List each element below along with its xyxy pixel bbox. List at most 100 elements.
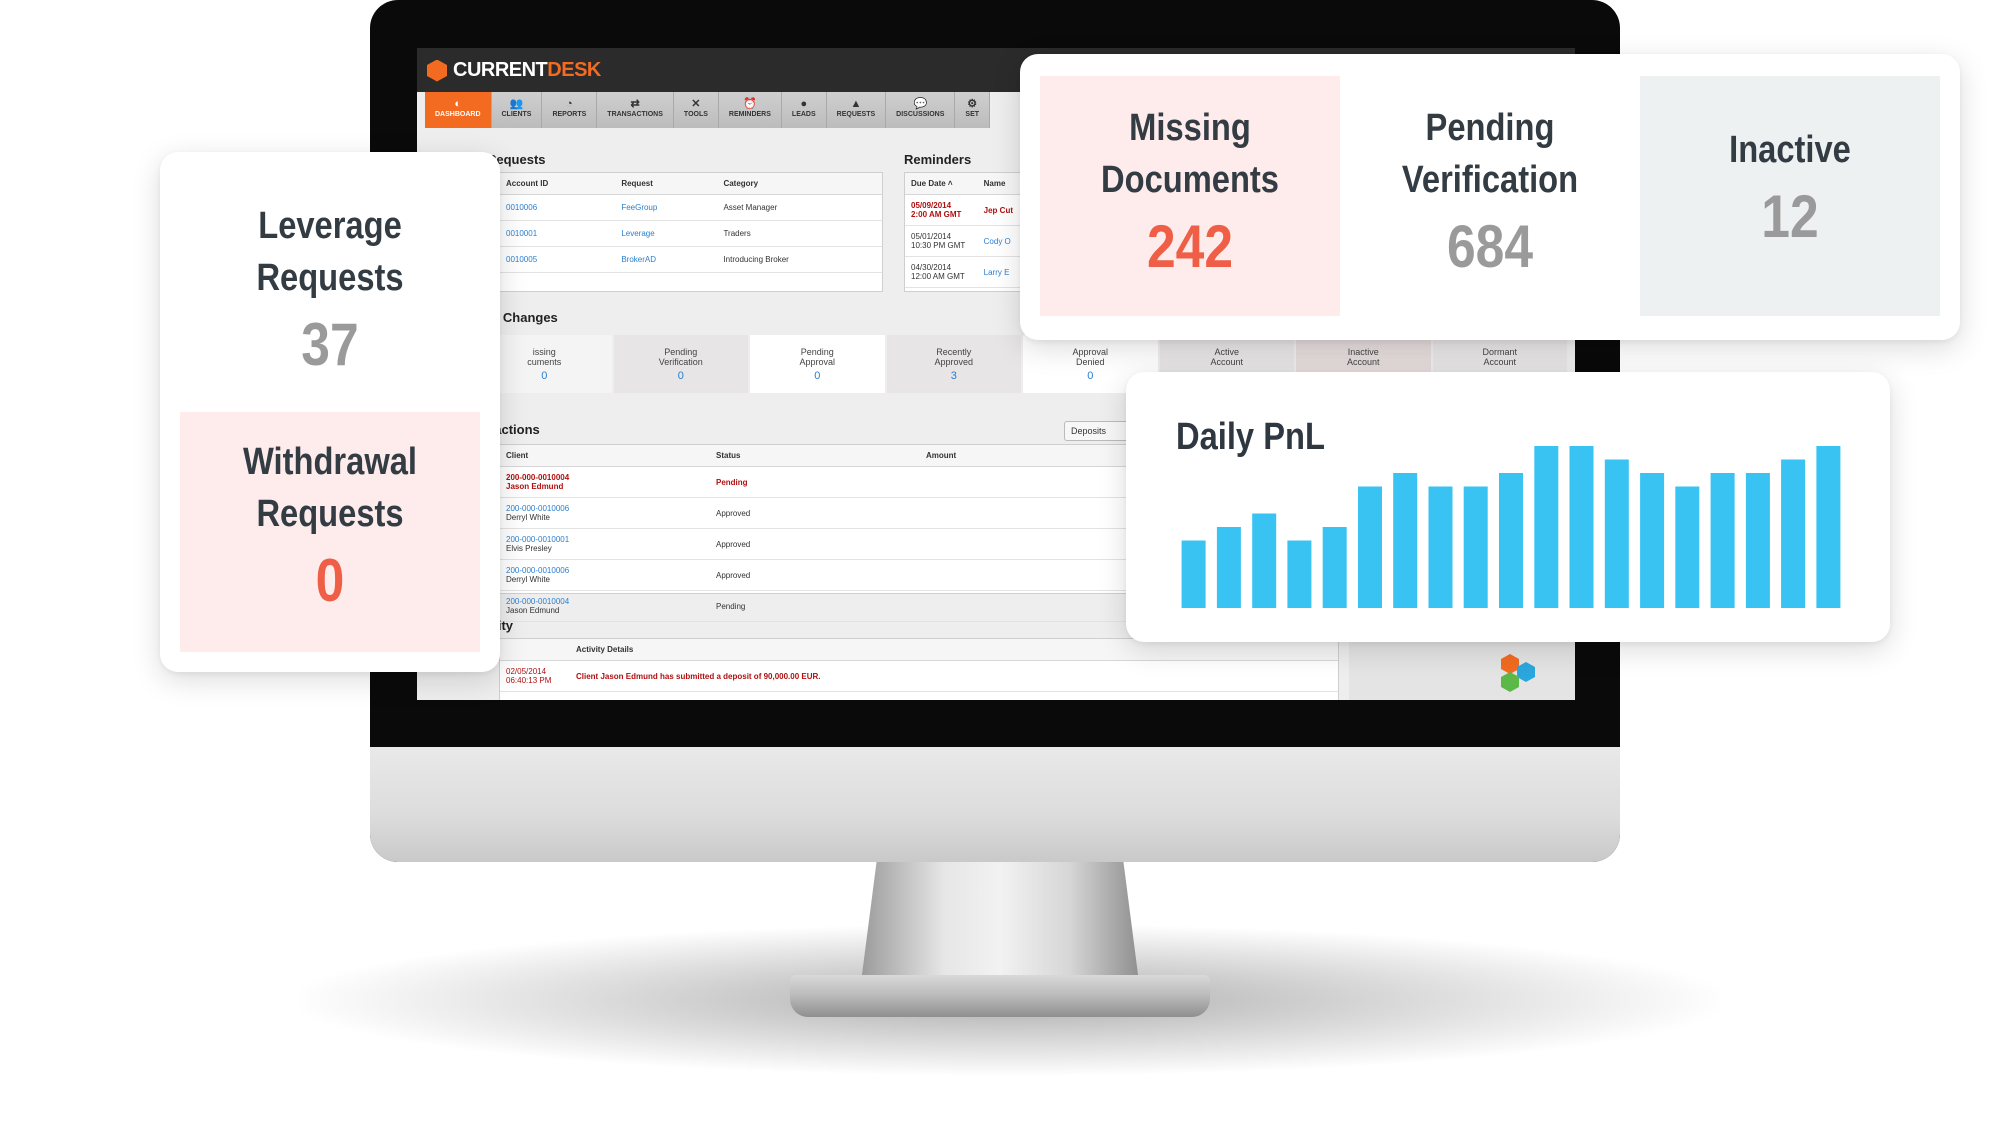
request-link[interactable]: FeeGroup bbox=[615, 194, 718, 221]
tx-col-client[interactable]: Client bbox=[500, 445, 710, 467]
nav-label: REQUESTS bbox=[836, 111, 876, 118]
nav-dashboard[interactable]: ◐ DASHBOARD bbox=[425, 92, 492, 128]
tx-client-cell: 200-000-0010006 Derryl White bbox=[500, 559, 710, 591]
nav-discussions[interactable]: 💬 DISCUSSIONS bbox=[886, 92, 956, 128]
reminder-row[interactable]: 05/01/2014 10:30 PM GMT Cody O bbox=[905, 225, 1023, 257]
transactions-icon: ⇄ bbox=[630, 98, 640, 110]
requests-col-category[interactable]: Category bbox=[717, 173, 882, 195]
status-label-1: Pending bbox=[800, 347, 834, 357]
tx-client-name: Derryl White bbox=[506, 575, 551, 584]
requests-row[interactable]: 0010001 Leverage Traders bbox=[500, 220, 882, 247]
status-cell-pending-verification[interactable]: Pending Verification 0 bbox=[613, 335, 750, 393]
pending-verification-block[interactable]: Pending Verification 684 bbox=[1340, 76, 1640, 316]
reminders-col-name[interactable]: Name bbox=[977, 173, 1023, 195]
decor-hex-blue-icon bbox=[1517, 662, 1535, 682]
tx-client-id-link[interactable]: 200-000-0010004 bbox=[506, 473, 570, 482]
status-count: 0 bbox=[1087, 370, 1094, 382]
status-cell-recently-approved[interactable]: Recently Approved 3 bbox=[886, 335, 1023, 393]
request-link[interactable]: BrokerAD bbox=[615, 246, 718, 273]
nav-label: TRANSACTIONS bbox=[607, 111, 663, 118]
tx-client-cell: 200-000-0010001 Elvis Presley bbox=[500, 528, 710, 560]
status-label-1: Active bbox=[1214, 347, 1239, 357]
transactions-table: Client Status Amount 200-000-0010004 Jaso… bbox=[499, 444, 1209, 622]
status-changes-title: nt Changes bbox=[487, 310, 558, 325]
nav-set[interactable]: ⚙ SET bbox=[955, 92, 991, 128]
status-label-2: Account bbox=[1483, 357, 1517, 367]
pnl-bar bbox=[1745, 473, 1770, 608]
status-label-1: Approval bbox=[1072, 347, 1109, 357]
category-cell: Asset Manager bbox=[717, 194, 882, 221]
activity-col-details[interactable]: Activity Details bbox=[570, 639, 1338, 661]
leverage-requests-block[interactable]: Leverage Requests 37 bbox=[180, 172, 480, 410]
reminder-name-link[interactable]: Larry E bbox=[977, 256, 1023, 288]
tx-client-id-link[interactable]: 200-000-0010004 bbox=[506, 597, 570, 606]
reminder-row[interactable]: 04/30/2014 12:00 AM GMT Larry E bbox=[905, 256, 1023, 288]
status-label-1: Inactive bbox=[1347, 347, 1379, 357]
status-label-2: Denied bbox=[1075, 357, 1105, 367]
requests-panel-title: Requests bbox=[487, 152, 546, 167]
pnl-bar bbox=[1322, 527, 1347, 608]
status-cell-pending-approval[interactable]: Pending Approval 0 bbox=[750, 335, 887, 393]
reminder-time: 2:00 AM GMT bbox=[911, 210, 962, 219]
activity-row[interactable]: 01/05/2014 bbox=[500, 691, 1338, 700]
pnl-bar bbox=[1463, 486, 1488, 608]
nav-tools[interactable]: ✕ TOOLS bbox=[674, 92, 719, 128]
nav-requests[interactable]: ▲ REQUESTS bbox=[827, 92, 887, 128]
monitor-stand-neck bbox=[860, 860, 1140, 990]
nav-leads[interactable]: ● LEADS bbox=[782, 92, 827, 128]
requests-row[interactable]: 0010005 BrokerAD Introducing Broker bbox=[500, 246, 882, 273]
reminder-due: 05/01/2014 10:30 PM GMT bbox=[905, 225, 978, 257]
activity-table: Activity Details 02/05/2014 06:40:13 PM Cl… bbox=[499, 638, 1339, 700]
nav-label: REPORTS bbox=[552, 111, 587, 118]
activity-time: 06:40:13 PM bbox=[506, 676, 552, 685]
logo-main-text: CURRENT bbox=[453, 59, 548, 81]
pnl-bar bbox=[1534, 446, 1559, 608]
account-id-link[interactable]: 0010006 bbox=[500, 194, 616, 221]
withdrawal-requests-block[interactable]: Withdrawal Requests 0 bbox=[180, 412, 480, 652]
pnl-bar bbox=[1604, 459, 1629, 608]
tx-client-cell: 200-000-0010004 Jason Edmund bbox=[500, 466, 710, 498]
tx-client-name: Derryl White bbox=[506, 513, 551, 522]
reminder-row[interactable]: 05/09/2014 2:00 AM GMT Jep Cut bbox=[905, 194, 1023, 226]
withdrawal-requests-title-1: Withdrawal bbox=[242, 441, 418, 483]
account-id-link[interactable]: 0010005 bbox=[500, 246, 616, 273]
nav-reports[interactable]: ◔ REPORTS bbox=[542, 92, 598, 128]
reports-icon: ◔ bbox=[566, 98, 573, 110]
screen-decor-panel bbox=[1349, 642, 1575, 700]
tx-client-name: Elvis Presley bbox=[506, 544, 552, 553]
reminders-col-due[interactable]: Due Date ˄ bbox=[905, 173, 978, 195]
reminder-name-link[interactable]: Cody O bbox=[977, 225, 1023, 257]
app-logo[interactable]: CURRENTDESK bbox=[427, 59, 601, 82]
tx-client-id-link[interactable]: 200-000-0010006 bbox=[506, 566, 570, 575]
requests-col-request[interactable]: Request bbox=[615, 173, 718, 195]
nav-transactions[interactable]: ⇄ TRANSACTIONS bbox=[597, 92, 674, 128]
inactive-block[interactable]: Inactive 12 bbox=[1640, 76, 1940, 316]
status-label-2: Account bbox=[1346, 357, 1380, 367]
missing-documents-block[interactable]: Missing Documents 242 bbox=[1040, 76, 1340, 316]
monitor-stand-base bbox=[790, 975, 1210, 1017]
requests-row[interactable]: 0010006 FeeGroup Asset Manager bbox=[500, 194, 882, 221]
account-id-link[interactable]: 0010001 bbox=[500, 220, 616, 247]
activity-date-cell: 01/05/2014 bbox=[500, 691, 570, 700]
leads-icon: ● bbox=[800, 98, 808, 110]
request-link[interactable]: Leverage bbox=[615, 220, 718, 247]
reminders-panel-title: Reminders bbox=[904, 152, 972, 167]
tx-col-status[interactable]: Status bbox=[710, 445, 920, 467]
reminders-icon: ⏰ bbox=[743, 98, 757, 110]
requests-col-account[interactable]: Account ID bbox=[500, 173, 616, 195]
deposits-filter-select[interactable]: Deposits bbox=[1064, 421, 1136, 441]
daily-pnl-title: Daily PnL bbox=[1176, 416, 1325, 458]
pnl-bar bbox=[1252, 513, 1277, 608]
nav-reminders[interactable]: ⏰ REMINDERS bbox=[719, 92, 782, 128]
tx-client-id-link[interactable]: 200-000-0010006 bbox=[506, 504, 570, 513]
decor-hex-green-icon bbox=[1501, 672, 1519, 692]
tx-client-id-link[interactable]: 200-000-0010001 bbox=[506, 535, 570, 544]
reminder-name-link[interactable]: Jep Cut bbox=[977, 194, 1023, 226]
nav-clients[interactable]: 👥 CLIENTS bbox=[492, 92, 543, 128]
activity-row[interactable]: 02/05/2014 06:40:13 PM Client Jason Edmund… bbox=[500, 660, 1338, 692]
